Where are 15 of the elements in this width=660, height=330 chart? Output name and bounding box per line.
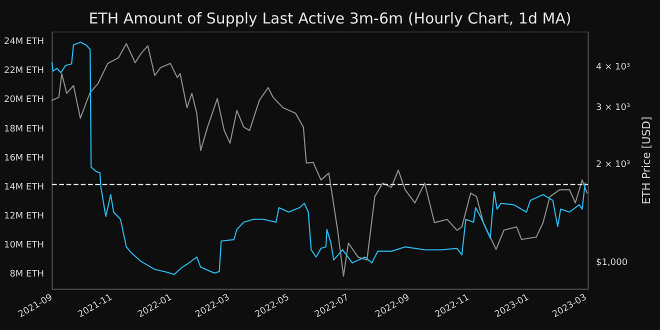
y-tick-label: 20M ETH	[4, 95, 44, 106]
y2-tick-label: 4 × 10³	[596, 62, 630, 73]
y2-tick-label: 3 × 10³	[596, 103, 630, 114]
y-tick-label: 18M ETH	[4, 124, 44, 134]
y2-tick-label: $1,000	[596, 258, 628, 268]
y-tick-label: 24M ETH	[4, 37, 44, 48]
y-tick-label: 14M ETH	[4, 182, 44, 192]
y-tick-label: 8M ETH	[10, 269, 44, 280]
chart-title: ETH Amount of Supply Last Active 3m-6m (Hourly Chart, 1d MA)	[88, 10, 572, 28]
y-tick-label: 10M ETH	[4, 240, 44, 250]
y2-tick-label: 2 × 10³	[596, 160, 630, 170]
y-tick-label: 22M ETH	[4, 66, 44, 76]
y-tick-label: 16M ETH	[4, 153, 44, 164]
y2-axis-title: ETH Price [USD]	[640, 116, 653, 204]
y-tick-label: 12M ETH	[4, 211, 44, 222]
